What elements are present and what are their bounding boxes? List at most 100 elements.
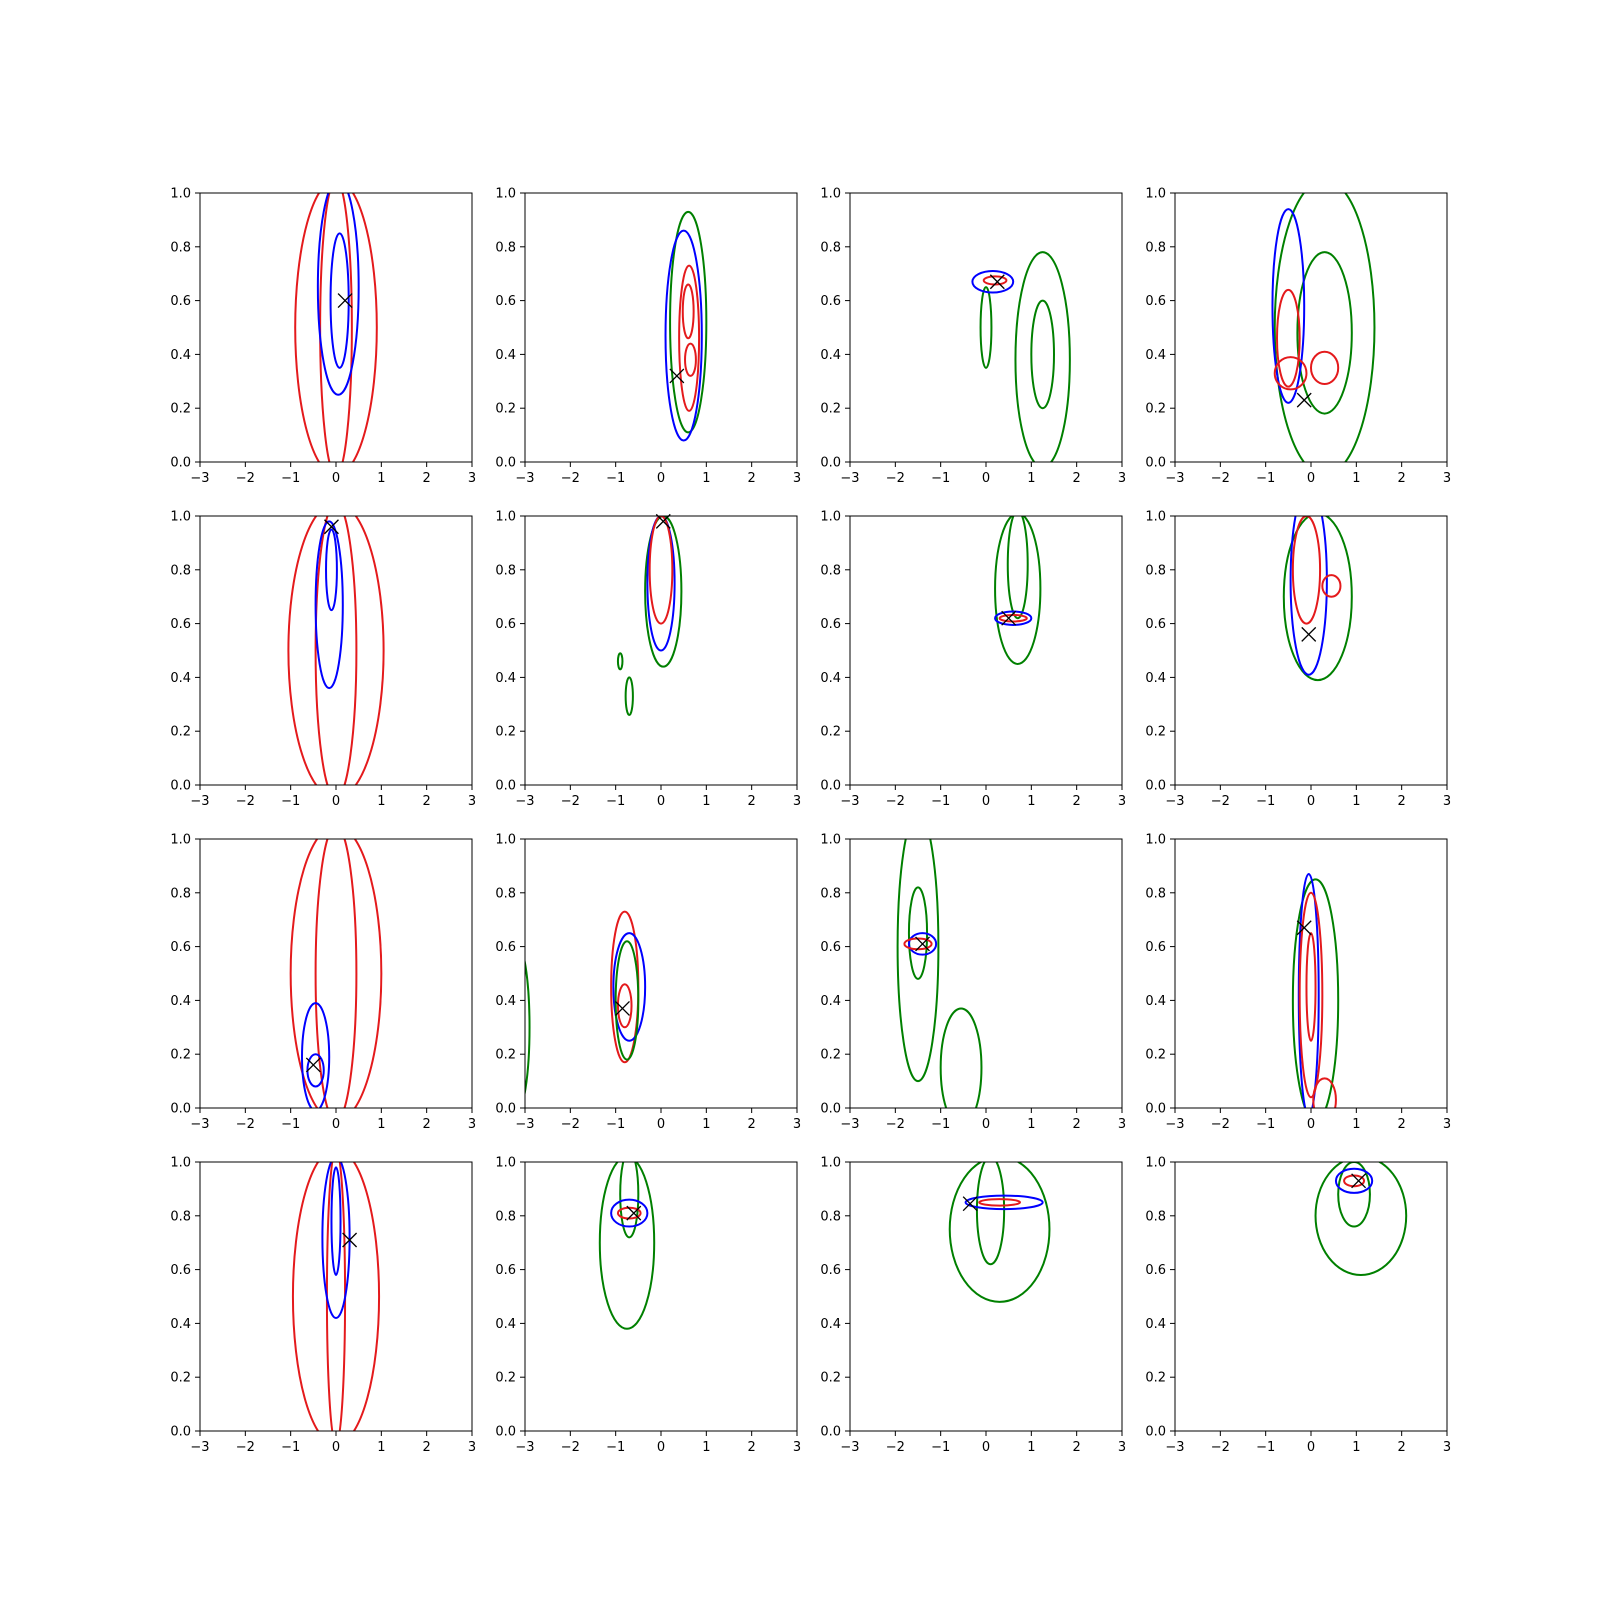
y-tick-label: 0.8 bbox=[820, 240, 841, 255]
green-contour-2 bbox=[1296, 251, 1353, 415]
y-tick-label: 0.4 bbox=[1145, 1317, 1166, 1332]
x-tick-label: 0 bbox=[657, 1117, 665, 1132]
x-tick-label: 1 bbox=[377, 794, 385, 809]
y-tick-label: 0.6 bbox=[495, 940, 516, 955]
green-contour-1 bbox=[1282, 516, 1353, 682]
y-tick-label: 0.6 bbox=[820, 294, 841, 309]
panel-r1-c1: −3 −2 −1 0 1 2 3 0.0 0.2 0.4 0.6 0.8 1.0 bbox=[170, 187, 476, 487]
y-tick-label: 0.0 bbox=[820, 1102, 841, 1117]
x-tick-label: −2 bbox=[1211, 471, 1230, 486]
x-tick-label: 3 bbox=[1118, 794, 1126, 809]
x-tick-label: −3 bbox=[1165, 1117, 1184, 1132]
y-tick-label: 0.2 bbox=[170, 725, 191, 740]
green-contour-2 bbox=[1030, 299, 1055, 410]
red-contour-1 bbox=[287, 516, 385, 785]
y-tick-label: 0.8 bbox=[1145, 240, 1166, 255]
y-tick-label: 1.0 bbox=[820, 510, 841, 525]
y-tick-label: 0.0 bbox=[1145, 456, 1166, 471]
x-tick-label: 0 bbox=[1307, 794, 1315, 809]
y-tick-label: 0.6 bbox=[820, 1263, 841, 1278]
red-contour-1 bbox=[291, 1162, 381, 1431]
red-contour-5 bbox=[616, 983, 633, 1029]
blue-contour-3 bbox=[612, 932, 647, 1042]
y-tick-label: 0.2 bbox=[1145, 725, 1166, 740]
y-tick-label: 0.2 bbox=[495, 402, 516, 417]
green-contour-2 bbox=[1006, 516, 1029, 620]
blue-contour-4 bbox=[330, 1166, 342, 1276]
x-tick-label: −3 bbox=[1165, 794, 1184, 809]
marker-x bbox=[342, 1232, 358, 1248]
y-tick-label: 0.4 bbox=[1145, 671, 1166, 686]
y-tick-label: 0.4 bbox=[495, 348, 516, 363]
y-tick-label: 1.0 bbox=[170, 833, 191, 848]
x-tick-label: 2 bbox=[1073, 471, 1081, 486]
y-tick-label: 0.2 bbox=[495, 1371, 516, 1386]
x-tick-label: 2 bbox=[423, 1440, 431, 1455]
y-tick-label: 1.0 bbox=[495, 833, 516, 848]
y-tick-label: 1.0 bbox=[1145, 187, 1166, 202]
y-tick-label: 1.0 bbox=[170, 1156, 191, 1171]
y-tick-label: 0.4 bbox=[1145, 348, 1166, 363]
x-tick-label: 0 bbox=[1307, 1117, 1315, 1132]
x-tick-label: 1 bbox=[702, 1440, 710, 1455]
x-tick-label: 3 bbox=[468, 794, 476, 809]
x-tick-label: 0 bbox=[657, 471, 665, 486]
y-tick-label: 0.0 bbox=[495, 1102, 516, 1117]
red-contour-1 bbox=[289, 839, 383, 1108]
y-tick-label: 0.4 bbox=[495, 1317, 516, 1332]
blue-contour-3 bbox=[1334, 1167, 1374, 1194]
y-tick-label: 0.8 bbox=[170, 563, 191, 578]
y-tick-label: 0.8 bbox=[170, 240, 191, 255]
green-contour-1 bbox=[994, 516, 1042, 665]
x-tick-label: −3 bbox=[840, 1117, 859, 1132]
x-tick-label: 2 bbox=[1073, 1117, 1081, 1132]
x-tick-label: −3 bbox=[840, 471, 859, 486]
x-tick-label: 0 bbox=[982, 1117, 990, 1132]
y-tick-label: 1.0 bbox=[1145, 833, 1166, 848]
y-tick-label: 0.4 bbox=[170, 348, 191, 363]
y-tick-label: 0.2 bbox=[170, 402, 191, 417]
y-tick-label: 0.8 bbox=[495, 1209, 516, 1224]
contour-group bbox=[1291, 873, 1340, 1108]
marker-x bbox=[324, 519, 339, 535]
x-tick-label: −2 bbox=[561, 1440, 580, 1455]
panel-r4-c2: −3 −2 −1 0 1 2 3 0.0 0.2 0.4 0.6 0.8 1.0 bbox=[495, 1156, 801, 1456]
green-contour-2 bbox=[1337, 1162, 1371, 1228]
y-tick-label: 0.0 bbox=[170, 456, 191, 471]
x-tick-label: −1 bbox=[1256, 1440, 1275, 1455]
y-tick-label: 0.0 bbox=[495, 456, 516, 471]
x-tick-label: 3 bbox=[1443, 1117, 1451, 1132]
y-tick-label: 1.0 bbox=[170, 510, 191, 525]
x-tick-label: 0 bbox=[332, 471, 340, 486]
y-tick-label: 0.6 bbox=[1145, 940, 1166, 955]
green-contour-1 bbox=[1014, 251, 1071, 462]
y-tick-label: 0.2 bbox=[495, 1048, 516, 1063]
y-tick-label: 0.2 bbox=[170, 1048, 191, 1063]
x-tick-label: 3 bbox=[468, 1117, 476, 1132]
x-tick-label: −2 bbox=[561, 1117, 580, 1132]
blue-contour-2 bbox=[646, 516, 676, 652]
red-contour-3 bbox=[648, 516, 674, 625]
blue-contour-3 bbox=[964, 1194, 1044, 1211]
y-tick-label: 0.4 bbox=[495, 671, 516, 686]
marker-x bbox=[337, 293, 353, 309]
x-tick-label: −1 bbox=[1256, 1117, 1275, 1132]
x-tick-label: 2 bbox=[1073, 1440, 1081, 1455]
blue-contour-2 bbox=[664, 229, 703, 442]
contour-group bbox=[525, 910, 647, 1097]
x-tick-label: 3 bbox=[1118, 1117, 1126, 1132]
y-tick-label: 0.0 bbox=[170, 1425, 191, 1440]
x-tick-label: −3 bbox=[840, 1440, 859, 1455]
x-tick-label: −2 bbox=[886, 471, 905, 486]
x-tick-label: 0 bbox=[982, 794, 990, 809]
y-tick-label: 0.2 bbox=[495, 725, 516, 740]
x-tick-label: 2 bbox=[1398, 471, 1406, 486]
y-tick-label: 0.0 bbox=[495, 779, 516, 794]
marker-x bbox=[989, 274, 1005, 290]
x-tick-label: 1 bbox=[1027, 1117, 1035, 1132]
red-contour-4 bbox=[684, 342, 697, 377]
x-tick-label: −3 bbox=[515, 1117, 534, 1132]
y-tick-label: 0.6 bbox=[170, 294, 191, 309]
x-tick-label: 3 bbox=[1443, 471, 1451, 486]
y-tick-label: 0.4 bbox=[820, 994, 841, 1009]
